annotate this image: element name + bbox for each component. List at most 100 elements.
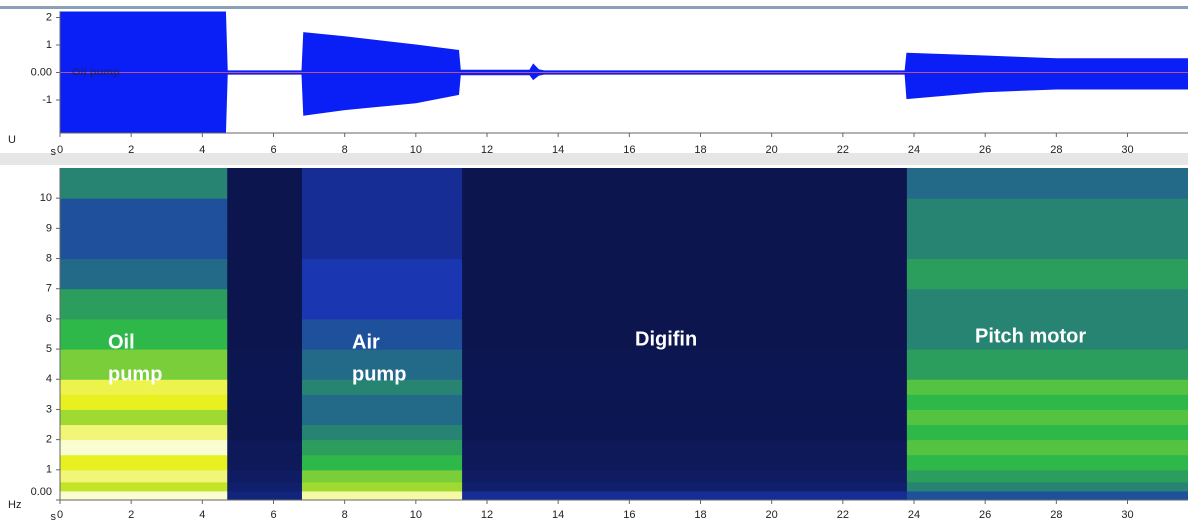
y-tick-label: 0.00 (31, 66, 52, 78)
x-tick-label: 22 (837, 144, 849, 156)
heatmap-cell (462, 288, 908, 320)
heatmap-cell (462, 490, 908, 501)
heatmap-cell (301, 258, 463, 290)
x-tick-label: 24 (908, 144, 920, 156)
heatmap-cell (60, 168, 228, 199)
heatmap-cell (227, 394, 303, 410)
x-tick-label: 20 (766, 509, 778, 521)
heatmap-cell (906, 379, 1188, 395)
heatmap-cell (60, 454, 228, 471)
y-tick-label: 5 (46, 343, 52, 355)
heatmap-cell (227, 258, 303, 290)
x-tick-label: 16 (623, 509, 635, 521)
x-tick-label: 8 (342, 509, 348, 521)
y-tick-label: 1 (46, 39, 52, 51)
heatmap-cell (301, 409, 463, 426)
panel-separator (0, 153, 1188, 165)
region-label: Digifin (635, 328, 697, 350)
y-tick-label: 10 (40, 192, 52, 204)
x-tick-label: 8 (342, 144, 348, 156)
heatmap-cell (906, 490, 1188, 501)
x-tick-label: 20 (766, 144, 778, 156)
x-tick-label: 18 (694, 144, 706, 156)
heatmap-cell (60, 481, 228, 492)
heatmap-cell (60, 379, 228, 395)
y-tick-label: 6 (46, 313, 52, 325)
heatmap-cell (462, 439, 908, 456)
x-tick-label: 12 (481, 509, 493, 521)
heatmap-cell (906, 424, 1188, 441)
heatmap-cell (301, 469, 463, 483)
x-tick-label: 16 (623, 144, 635, 156)
heatmap-cell (60, 439, 228, 456)
window-border (0, 6, 1188, 9)
heatmap-cell (301, 198, 463, 229)
x-tick-label: 18 (694, 509, 706, 521)
x-tick-label: 14 (552, 144, 564, 156)
x-tick-label: 4 (199, 509, 205, 521)
heatmap-cell (60, 288, 228, 320)
y-tick-label: 4 (46, 373, 52, 385)
heatmap-cell (301, 454, 463, 471)
waveform-label: Oil pump (72, 66, 120, 78)
heatmap-cell (462, 379, 908, 395)
heatmap-cell (60, 394, 228, 410)
heatmap-cell (227, 409, 303, 426)
region-label: pump (352, 363, 406, 385)
heatmap-cell (60, 349, 228, 380)
heatmap-cell (227, 469, 303, 483)
x-axis-unit: s (51, 146, 57, 158)
y-axis-unit: U (8, 134, 16, 146)
heatmap-cell (301, 481, 463, 492)
heatmap-cell (462, 228, 908, 260)
y-tick-label: 8 (46, 252, 52, 264)
heatmap-cell (906, 454, 1188, 471)
heatmap-cell (227, 439, 303, 456)
x-tick-label: 28 (1050, 509, 1062, 521)
heatmap-cell (462, 198, 908, 229)
y-tick-label: 0.00 (31, 486, 52, 498)
heatmap-cell (301, 439, 463, 456)
x-tick-label: 6 (270, 144, 276, 156)
heatmap-cell (301, 288, 463, 320)
y-axis-unit: Hz (8, 499, 21, 511)
x-tick-label: 30 (1121, 509, 1133, 521)
x-axis-unit: s (51, 511, 57, 521)
heatmap-cell (227, 228, 303, 260)
heatmap-cell (60, 490, 228, 501)
heatmap-cell (462, 469, 908, 483)
heatmap-cell (301, 349, 463, 380)
x-tick-label: 0 (57, 144, 63, 156)
heatmap-cell (60, 228, 228, 260)
waveform (59, 11, 1188, 73)
heatmap-cell (906, 394, 1188, 410)
x-tick-label: 14 (552, 509, 564, 521)
y-tick-label: 2 (46, 11, 52, 23)
waveform (59, 72, 1188, 134)
heatmap-cell (906, 439, 1188, 456)
heatmap-cell (301, 379, 463, 395)
heatmap-cell (462, 168, 908, 199)
heatmap-cell (227, 168, 303, 199)
heatmap-cell (60, 318, 228, 350)
heatmap-cell (462, 318, 908, 350)
heatmap-cell (227, 318, 303, 350)
heatmap-cell (301, 168, 463, 199)
heatmap-cell (906, 228, 1188, 260)
heatmap-cell (462, 481, 908, 492)
heatmap-cell (462, 454, 908, 471)
region-label: Air (352, 331, 380, 353)
x-tick-label: 10 (410, 509, 422, 521)
heatmap-cell (462, 349, 908, 380)
y-tick-label: 2 (46, 434, 52, 446)
y-tick-label: -1 (42, 94, 52, 106)
heatmap-cell (227, 454, 303, 471)
heatmap-cell (906, 198, 1188, 229)
x-tick-label: 12 (481, 144, 493, 156)
heatmap-cell (227, 481, 303, 492)
y-tick-label: 1 (46, 464, 52, 476)
x-tick-label: 2 (128, 144, 134, 156)
heatmap-cell (462, 409, 908, 426)
heatmap-cell (906, 469, 1188, 483)
x-tick-label: 26 (979, 144, 991, 156)
